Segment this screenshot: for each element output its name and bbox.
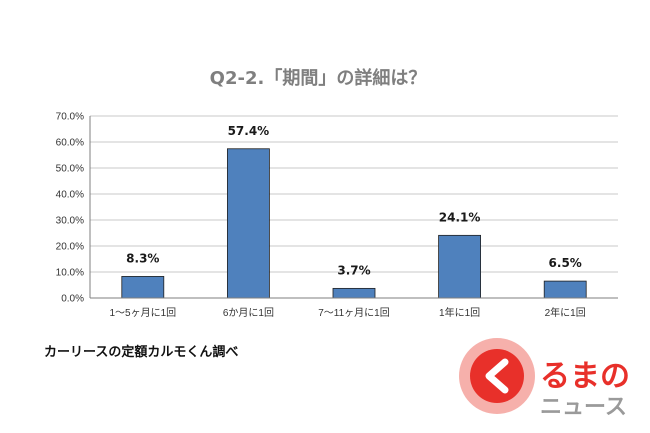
data-label: 24.1%: [439, 210, 481, 224]
data-label: 57.4%: [228, 124, 270, 138]
source-note: カーリースの定額カルモくん調べ: [44, 344, 238, 360]
category-label: 7～11ヶ月に1回: [318, 307, 390, 319]
chart-title: Q2-2.「期間」の詳細は？: [210, 67, 427, 89]
x-axis-categories: 1～5ヶ月に1回 6か月に1回 7～11ヶ月に1回 1年に1回 2年に1回: [109, 306, 585, 319]
y-tick-label: 70.0%: [56, 112, 84, 123]
category-label: 1～5ヶ月に1回: [109, 307, 176, 319]
bar: [226, 148, 270, 299]
data-label: 8.3%: [126, 251, 159, 265]
chevron-left-circle-icon: [459, 338, 535, 414]
category-label: 1年に1回: [439, 306, 480, 319]
y-tick-label: 0.0%: [61, 294, 84, 305]
category-label: 2年に1回: [545, 306, 586, 319]
y-tick-label: 50.0%: [56, 164, 84, 175]
bar: [543, 280, 587, 299]
y-tick-label: 10.0%: [56, 268, 84, 279]
y-tick-label: 40.0%: [56, 190, 84, 201]
bar: [332, 287, 376, 299]
y-tick-label: 20.0%: [56, 242, 84, 253]
y-tick-label: 30.0%: [56, 216, 84, 227]
logo-text-line2: ニュース: [540, 395, 627, 420]
y-axis-ticks: 0.0% 10.0% 20.0% 30.0% 40.0% 50.0% 60.0% 70.0%: [56, 112, 84, 305]
category-label: 6か月に1回: [223, 307, 274, 319]
bar: [438, 234, 482, 299]
bars: [121, 148, 587, 299]
data-label: 3.7%: [337, 263, 370, 277]
y-tick-label: 60.0%: [56, 138, 84, 149]
bar: [121, 276, 165, 299]
logo-text-line1: るまの: [540, 359, 630, 394]
data-labels: 8.3% 57.4% 3.7% 24.1% 6.5%: [126, 124, 582, 278]
gridlines: [90, 115, 618, 273]
logo: るまの ニュース: [459, 338, 630, 420]
data-label: 6.5%: [549, 256, 582, 270]
